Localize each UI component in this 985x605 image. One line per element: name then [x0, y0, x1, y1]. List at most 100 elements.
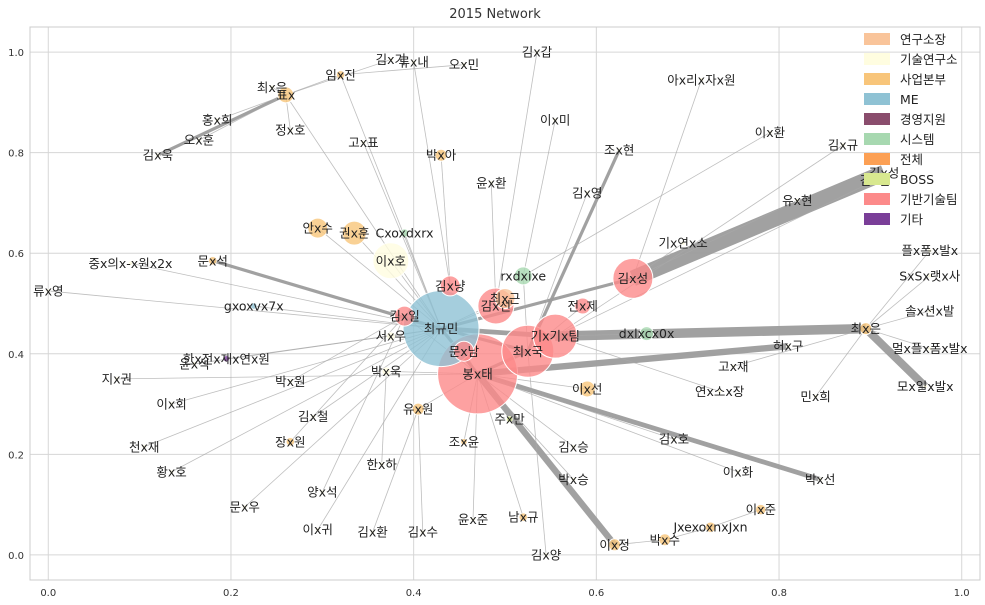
node-label: 김x영: [572, 185, 602, 200]
network-node: [307, 217, 329, 239]
network-node: [489, 180, 494, 186]
network-node: [411, 59, 416, 65]
network-node: [400, 228, 409, 238]
network-edge: [477, 373, 739, 473]
network-edge: [614, 539, 665, 546]
node-label: 이x준: [746, 502, 776, 517]
node-label: 최x국: [513, 344, 543, 359]
network-node: [922, 384, 928, 389]
network-edge: [340, 64, 464, 76]
x-tick-label: 0.6: [588, 588, 604, 599]
network-node: [532, 313, 578, 359]
network-edge: [157, 93, 287, 157]
node-label: 김x냥: [435, 278, 466, 293]
network-node: [114, 376, 120, 382]
network-node: [196, 137, 202, 143]
node-label: 민x희: [800, 389, 830, 404]
network-edge: [48, 290, 442, 330]
network-edge: [495, 52, 538, 307]
node-label: 김x일: [389, 309, 419, 324]
network-node: [192, 361, 197, 367]
network-edge: [171, 328, 442, 405]
network-edge: [865, 275, 931, 329]
network-node: [361, 140, 366, 145]
network-node: [671, 436, 677, 442]
node-label: 윤x석: [179, 356, 209, 371]
node-label: 김x기: [376, 52, 406, 67]
network-node: [336, 70, 345, 80]
network-edge: [372, 408, 419, 533]
network-node: [717, 389, 722, 394]
node-label: 김x호: [659, 432, 689, 447]
node-label: 김x양: [531, 547, 562, 562]
legend-label: 전체: [900, 152, 923, 167]
network-node: [370, 529, 375, 535]
network-node: [578, 380, 596, 398]
node-label: 이x귀: [303, 522, 333, 537]
network-edge: [664, 526, 711, 541]
node-label: 박x아: [426, 148, 457, 163]
network-node: [460, 438, 468, 445]
node-label: 이x정: [599, 537, 629, 552]
network-node: [840, 142, 846, 148]
node-label: 플x폼x발x: [901, 243, 958, 258]
x-tick-label: 0.4: [406, 588, 422, 599]
network-node: [141, 444, 147, 450]
network-edge: [290, 315, 405, 382]
node-label: 허x구: [773, 339, 803, 354]
node-label: 최x은: [257, 80, 287, 95]
network-node: [574, 297, 592, 315]
legend-swatch: [864, 53, 890, 65]
legend-swatch: [864, 73, 890, 85]
node-label: 오x훈: [184, 133, 214, 148]
network-node: [767, 130, 773, 135]
node-label: 윤x환: [476, 175, 507, 190]
network-edge: [632, 200, 798, 279]
node-label: 박x선: [805, 472, 835, 487]
legend-swatch: [864, 133, 890, 145]
network-edge: [198, 94, 286, 141]
network-node: [379, 462, 384, 467]
network-node: [658, 533, 672, 547]
network-node: [372, 242, 410, 280]
node-label: 김x선: [481, 299, 511, 314]
network-node: [608, 538, 622, 552]
y-tick-label: 1.0: [8, 48, 24, 59]
network-edge: [116, 373, 478, 380]
network-edge: [476, 371, 821, 482]
network-edge: [194, 328, 442, 365]
network-edge: [863, 325, 928, 390]
network-node: [394, 305, 416, 327]
network-node: [386, 331, 396, 341]
network-edge: [290, 315, 405, 443]
node-label: 윤x준: [458, 512, 488, 527]
network-edge: [629, 165, 888, 286]
network-edge: [285, 94, 442, 329]
network-node: [269, 85, 275, 90]
network-edge: [865, 310, 930, 330]
network-node: [453, 340, 475, 362]
network-edge: [171, 328, 442, 473]
network-node: [208, 256, 217, 266]
node-label: 류x영: [33, 283, 63, 298]
node-label: 고x표: [348, 135, 378, 150]
network-node: [705, 521, 716, 533]
network-node: [584, 190, 590, 196]
network-node: [680, 240, 686, 246]
axis-ticks: 0.0 0.2 0.4 0.6 0.8 1.0 0.0 0.2 0.4 0.6 0.8 1.0: [8, 48, 970, 599]
chart-title: 2015 Network: [449, 7, 541, 22]
x-tick-label: 0.2: [223, 588, 239, 599]
network-edge: [632, 79, 702, 279]
network-node: [310, 414, 316, 419]
node-label: 이x화: [723, 464, 754, 479]
x-tick-label: 1.0: [954, 588, 970, 599]
node-label: Cxoxdxrx: [376, 226, 434, 241]
network-node: [795, 198, 800, 203]
node-label: 솔x션x발: [905, 304, 955, 319]
network-node: [155, 152, 161, 158]
network-node: [616, 147, 622, 153]
node-label: 고x재: [718, 359, 748, 374]
